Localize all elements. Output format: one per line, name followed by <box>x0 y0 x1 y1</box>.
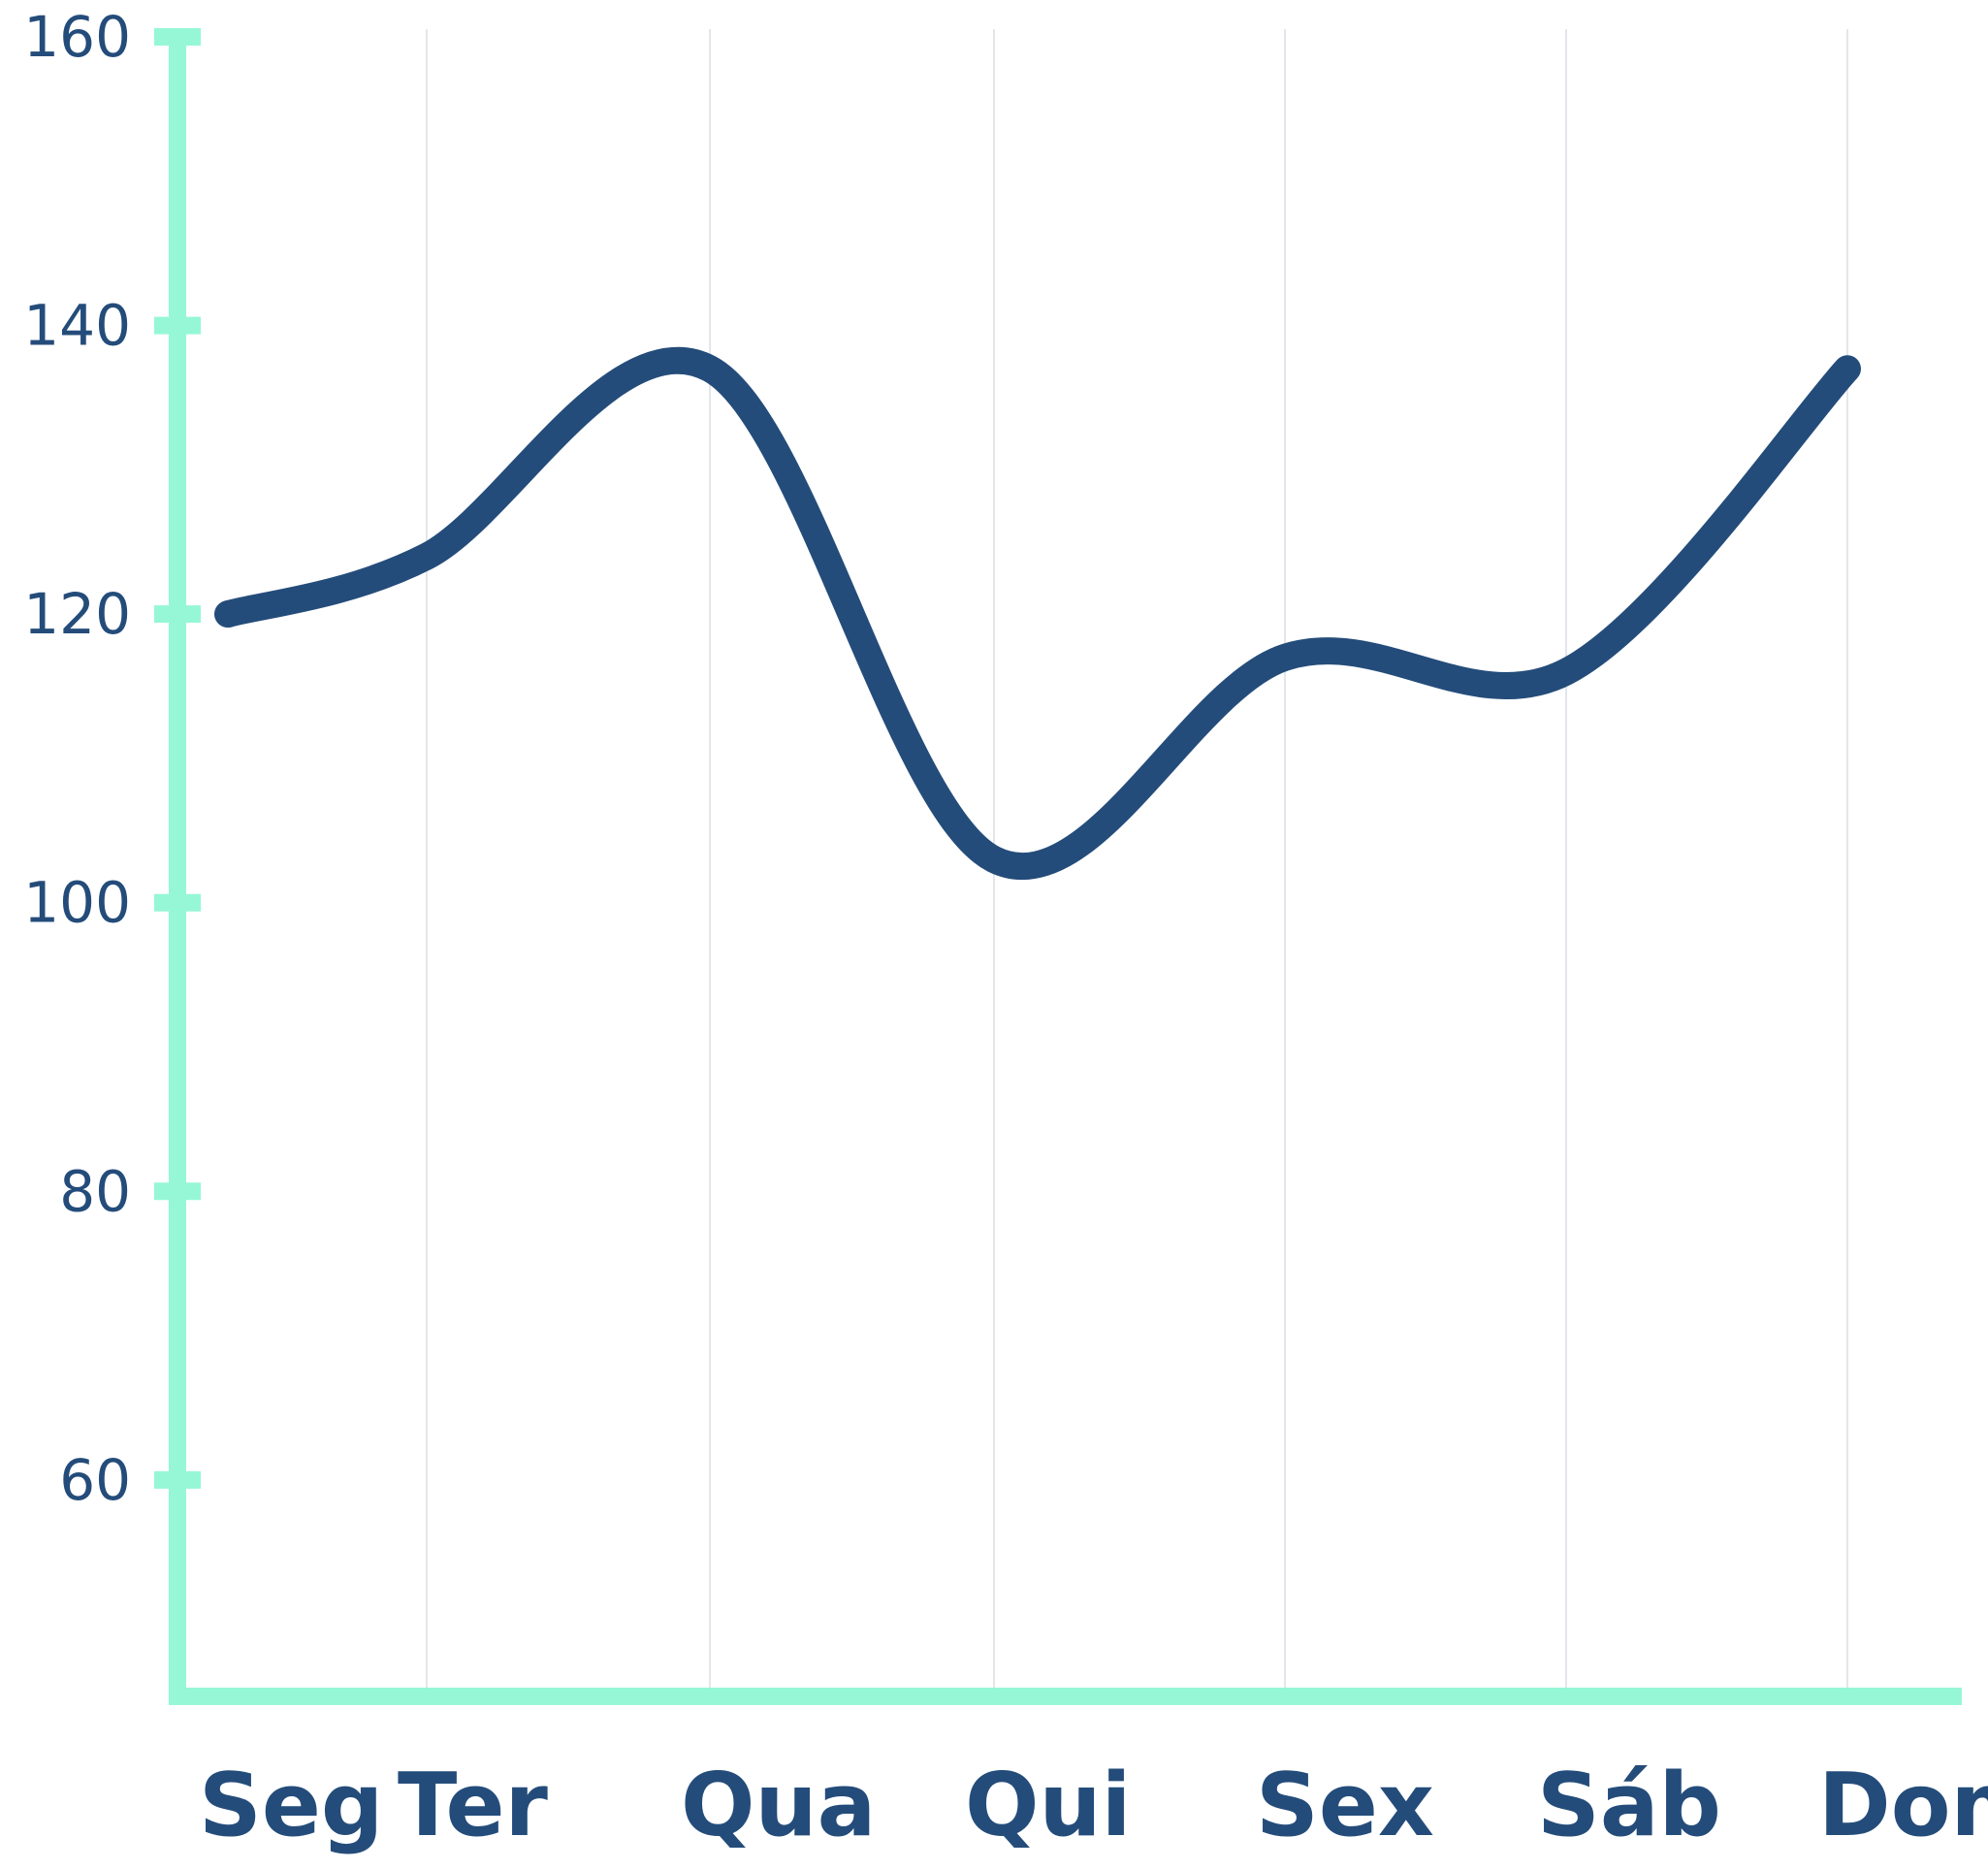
data-point-dom <box>1844 366 1850 372</box>
vertical-grid <box>426 29 1848 1688</box>
x-tick-label-2: Qua <box>681 1755 876 1856</box>
y-tick-label-100: 100 <box>23 870 131 936</box>
chart-axes <box>169 29 1962 1705</box>
data-point-ter <box>424 553 430 560</box>
x-tick-label-5: Sáb <box>1537 1755 1721 1856</box>
y-tick-label-80: 80 <box>59 1158 131 1224</box>
x-tick-label-4: Sex <box>1256 1755 1434 1856</box>
y-tick-label-120: 120 <box>23 581 131 647</box>
y-tick-label-60: 60 <box>59 1447 131 1513</box>
series-line-0 <box>214 346 1861 881</box>
x-tick-label-3: Qui <box>965 1755 1131 1856</box>
data-point-qui <box>991 856 997 863</box>
x-tick-label-6: Dom <box>1818 1755 1988 1856</box>
data-point-sáb <box>1563 668 1569 675</box>
y-axis-ticks: 60 80 100 120 140 160 <box>23 4 201 1513</box>
y-tick-label-140: 140 <box>23 293 131 359</box>
data-point-sex <box>1282 654 1288 661</box>
x-tick-label-1: Ter <box>398 1755 548 1856</box>
data-point-seg <box>225 611 231 618</box>
series-group <box>214 346 1861 881</box>
x-tick-label-0: Seg <box>199 1755 383 1856</box>
data-point-qua <box>707 366 713 372</box>
y-tick-label-160: 160 <box>23 4 131 70</box>
